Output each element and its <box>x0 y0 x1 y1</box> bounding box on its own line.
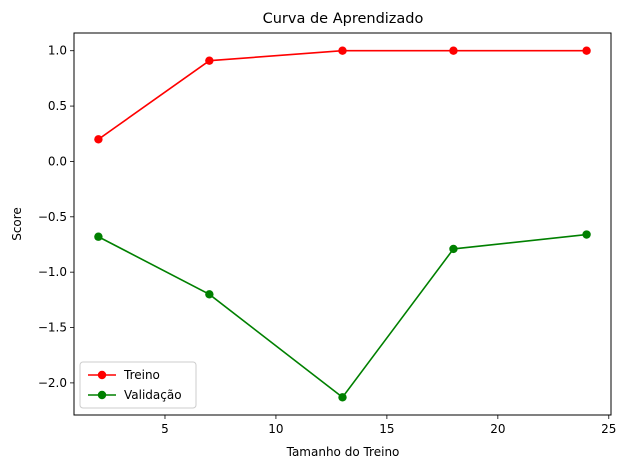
legend-label: Treino <box>123 368 160 382</box>
legend-marker <box>97 370 107 380</box>
y-tick-label: −0.5 <box>38 210 67 224</box>
axes-frame <box>73 32 612 416</box>
data-point <box>449 244 458 254</box>
y-tick-label: 0.0 <box>48 154 67 168</box>
data-point <box>582 230 591 239</box>
plot-area <box>94 46 591 402</box>
y-tick-label: 1.0 <box>48 44 67 58</box>
legend-label: Validação <box>124 388 182 402</box>
x-axis-label: Tamanho do Treino <box>286 445 400 459</box>
x-tick-label: 10 <box>268 422 283 436</box>
x-tick-label: 20 <box>490 422 505 436</box>
y-axis-label: Score <box>10 207 24 241</box>
y-axis-ticks: 1.0 0.5 0.0 −0.5 −1.0 −1.5 −2.0 <box>38 44 74 390</box>
legend: Treino Validação <box>79 361 197 409</box>
data-point <box>449 46 458 55</box>
data-point <box>205 290 214 299</box>
data-point <box>94 232 103 241</box>
y-tick-label: −1.0 <box>38 265 67 279</box>
legend-marker <box>97 390 107 400</box>
x-tick-label: 5 <box>161 422 169 436</box>
data-point <box>205 56 214 65</box>
data-point <box>582 46 591 55</box>
y-tick-label: −2.0 <box>38 376 67 390</box>
series-line-0 <box>97 49 587 140</box>
data-point <box>94 135 103 144</box>
x-axis-ticks: 5 10 15 20 25 <box>161 415 616 436</box>
legend-box <box>79 361 197 409</box>
data-point <box>338 46 347 55</box>
data-point <box>338 393 347 402</box>
x-tick-label: 25 <box>601 422 616 436</box>
y-tick-label: 0.5 <box>48 99 67 113</box>
y-tick-label: −1.5 <box>38 321 67 335</box>
x-tick-label: 15 <box>379 422 394 436</box>
chart-title: Curva de Aprendizado <box>263 11 424 27</box>
